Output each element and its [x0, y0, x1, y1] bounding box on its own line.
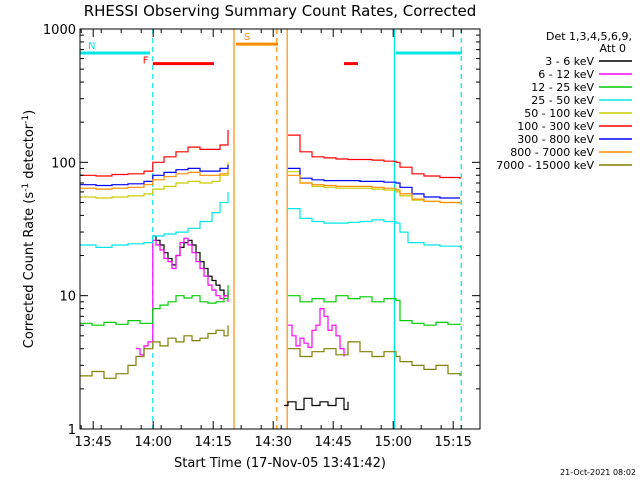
- chart-title: RHESSI Observing Summary Count Rates, Co…: [84, 2, 477, 20]
- axes: 1 10 100 1000 13:45 14:00 14:15 14:30 14:45 15:00…: [43, 23, 480, 450]
- legend-label-1: 6 - 12 keV: [538, 68, 594, 81]
- flag-label-N: N: [88, 41, 95, 52]
- x-tick-label-6: 15:15: [434, 435, 471, 450]
- legend-label-4: 50 - 100 keV: [524, 107, 594, 120]
- y-tick-label-3: 1000: [43, 23, 76, 38]
- x-tick-label-2: 14:15: [194, 435, 231, 450]
- series-line-6: [80, 164, 460, 199]
- legend-label-3: 25 - 50 keV: [531, 94, 594, 107]
- legend-header-line-2: Att 0: [600, 42, 626, 55]
- legend-label-8: 7000 - 15000 keV: [496, 159, 594, 172]
- x-tick-label-3: 14:30: [254, 435, 291, 450]
- footer-date: 21-Oct-2021 08:02: [560, 468, 636, 477]
- legend-label-6: 300 - 800 keV: [517, 133, 594, 146]
- legend-label-0: 3 - 6 keV: [545, 55, 594, 68]
- series-line-7: [80, 169, 461, 204]
- x-tick-label-4: 14:45: [314, 435, 351, 450]
- y-tick-label-1: 10: [59, 290, 76, 305]
- x-tick-label-5: 15:00: [374, 435, 411, 450]
- legend-label-2: 12 - 25 keV: [531, 81, 594, 94]
- x-axis-label: Start Time (17-Nov-05 13:41:42): [174, 456, 386, 471]
- flag-label-S: S: [244, 32, 250, 43]
- x-tick-label-0: 13:45: [74, 435, 111, 450]
- series-line-1: [136, 237, 345, 357]
- y-axis-label-mid: detector: [22, 123, 37, 183]
- legend-label-7: 800 - 7000 keV: [510, 146, 594, 159]
- series-line-5: [80, 129, 461, 179]
- plot-frame: [79, 28, 481, 430]
- flag-label-F: F: [143, 56, 149, 67]
- series-line-2: [80, 285, 461, 326]
- y-tick-label-0: 1: [68, 423, 76, 438]
- legend-header-line-1: Det 1,3,4,5,6,9,: [546, 30, 632, 43]
- y-axis-label-end: ): [22, 110, 37, 115]
- legend-label-5: 100 - 300 keV: [517, 120, 594, 133]
- y-axis-label-sup-2: -1: [21, 115, 31, 124]
- plot-area: N S F: [80, 29, 462, 429]
- series-line-8: [80, 325, 461, 379]
- y-tick-label-2: 100: [51, 156, 76, 171]
- y-axis-label-main: Corrected Count Rate (s: [22, 192, 37, 349]
- series-line-0: [152, 235, 349, 411]
- series-line-3: [80, 191, 461, 248]
- y-axis-label: Corrected Count Rate (s-1 detector-1): [21, 110, 37, 348]
- x-tick-label-1: 14:00: [134, 435, 171, 450]
- y-axis-label-sup-1: -1: [21, 183, 31, 192]
